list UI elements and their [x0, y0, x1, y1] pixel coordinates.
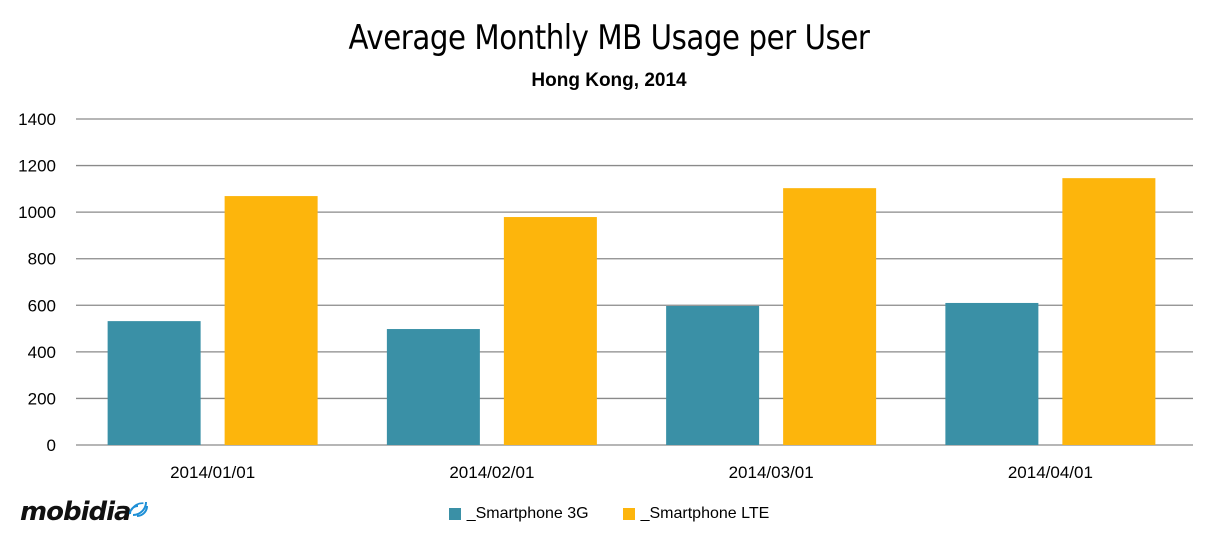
- bar-3g: [666, 305, 760, 445]
- signal-waves-icon: [128, 501, 148, 517]
- x-axis-ticks: 2014/01/01 2014/02/01 2014/03/01 2014/04/01: [170, 463, 1093, 482]
- y-tick-label: 1200: [18, 157, 56, 176]
- legend-swatch-lte: [622, 508, 635, 520]
- bar-lte: [224, 196, 318, 445]
- chart-title: Average Monthly MB Usage per User: [348, 18, 870, 58]
- legend-label-3g: _Smartphone 3G: [466, 505, 589, 522]
- y-tick-label: 400: [28, 343, 56, 362]
- legend: _Smartphone 3G _Smartphone LTE: [0, 505, 1218, 523]
- bar-3g: [386, 329, 480, 445]
- logo-text: mobidia: [20, 497, 132, 527]
- bar-lte: [1062, 178, 1156, 445]
- y-tick-label: 800: [28, 250, 56, 269]
- legend-swatch-3g: [448, 508, 461, 520]
- chart-subtitle: Hong Kong, 2014: [531, 70, 687, 91]
- legend-item-3g: _Smartphone 3G: [448, 505, 589, 523]
- bars: [107, 178, 1156, 445]
- y-tick-label: 600: [28, 296, 56, 315]
- y-tick-label: 200: [28, 389, 56, 408]
- legend-item-lte: _Smartphone LTE: [622, 505, 770, 523]
- legend-label-lte: _Smartphone LTE: [640, 505, 770, 522]
- bar-lte: [783, 188, 877, 445]
- bar-3g: [945, 302, 1039, 445]
- bar-3g: [107, 321, 201, 445]
- y-tick-label: 1000: [18, 203, 56, 222]
- y-tick-label: 0: [47, 436, 56, 455]
- bar-lte: [503, 217, 597, 445]
- x-tick-label: 2014/04/01: [1008, 463, 1093, 482]
- x-tick-label: 2014/03/01: [729, 463, 814, 482]
- x-tick-label: 2014/02/01: [449, 463, 534, 482]
- y-axis-ticks: 0 200 400 600 800 1000 1200 1400: [18, 110, 56, 455]
- x-tick-label: 2014/01/01: [170, 463, 255, 482]
- y-tick-label: 1400: [18, 110, 56, 129]
- mobidia-logo: mobidia: [20, 497, 149, 527]
